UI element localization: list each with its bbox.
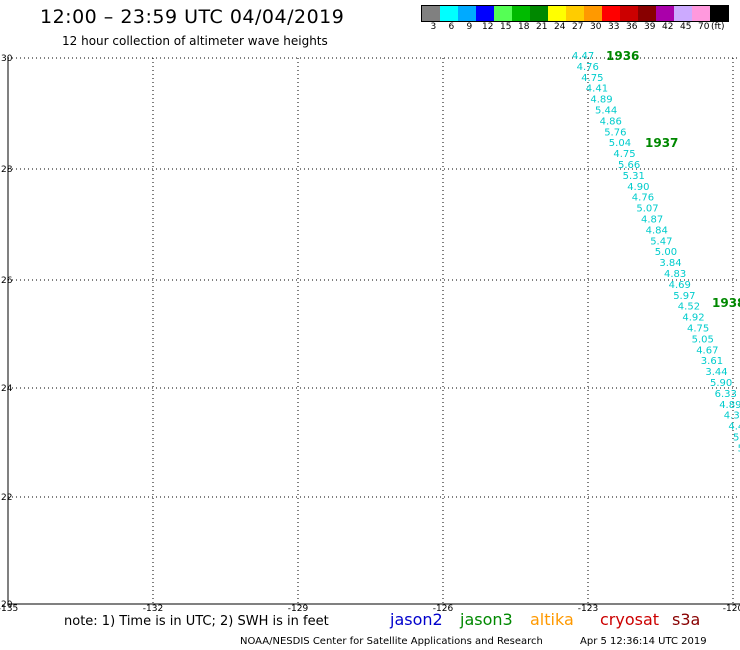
- legend-swatch: [476, 6, 494, 21]
- credit-text: NOAA/NESDIS Center for Satellite Applica…: [240, 636, 543, 647]
- wave-height-label: 4.69: [669, 280, 691, 291]
- legend-swatch: [692, 6, 710, 21]
- wave-height-label: 4.30: [724, 411, 740, 422]
- lat-tick-label: 20: [1, 600, 13, 610]
- legend-label: 45: [680, 22, 692, 32]
- legend-label: 70: [698, 22, 710, 32]
- wave-height-label: 4.75: [581, 73, 603, 84]
- wave-height-label: 5.90: [710, 378, 732, 389]
- legend-swatch: [602, 6, 620, 21]
- color-legend: [421, 5, 729, 22]
- wave-height-label: 4.75: [613, 149, 635, 160]
- lat-tick-label: 24: [1, 384, 13, 394]
- legend-label: 18: [518, 22, 530, 32]
- wave-height-label: 5.20: [733, 433, 740, 444]
- timestamp-text: Apr 5 12:36:14 UTC 2019: [580, 636, 707, 647]
- legend-swatch: [494, 6, 512, 21]
- lon-tick-label: -132: [143, 604, 163, 614]
- wave-height-label: 4.52: [678, 302, 700, 313]
- wave-height-label: 5.00: [655, 247, 677, 258]
- wave-height-label: 6.33: [715, 389, 737, 400]
- lat-tick-label: 26: [1, 276, 13, 286]
- legend-swatch: [656, 6, 674, 21]
- wave-height-label: 5.31: [623, 171, 645, 182]
- legend-label: 39: [644, 22, 656, 32]
- legend-label: 24: [554, 22, 566, 32]
- legend-label: 36: [626, 22, 638, 32]
- wave-height-label: 5.07: [636, 204, 658, 215]
- wave-height-label: 5.05: [692, 334, 714, 345]
- legend-swatch: [584, 6, 602, 21]
- page-subtitle: 12 hour collection of altimeter wave hei…: [62, 34, 328, 48]
- wave-height-label: 3.84: [659, 258, 681, 269]
- lon-tick-label: -126: [433, 604, 454, 614]
- legend-label: 3: [430, 22, 437, 32]
- satellite-label: altika: [530, 610, 574, 629]
- wave-height-label: 4.47: [572, 51, 594, 62]
- lat-tick-label: 22: [1, 493, 12, 503]
- legend-label: 27: [572, 22, 584, 32]
- legend-label: 15: [500, 22, 512, 32]
- legend-swatch: [620, 6, 638, 21]
- legend-swatch: [422, 6, 440, 21]
- legend-label: 33: [608, 22, 620, 32]
- lat-tick-label: 30: [1, 54, 13, 64]
- legend-label: 9: [466, 22, 473, 32]
- wave-height-label: 5.76: [604, 127, 626, 138]
- satellite-label: s3a: [672, 610, 701, 629]
- wave-height-label: 4.89: [590, 95, 612, 106]
- legend-swatch: [440, 6, 458, 21]
- wave-height-label: 3.44: [705, 367, 727, 378]
- lon-tick-label: -129: [288, 604, 309, 614]
- legend-swatch: [512, 6, 530, 21]
- legend-label: 12: [482, 22, 494, 32]
- legend-swatch: [548, 6, 566, 21]
- wave-height-label: 4.75: [687, 324, 709, 335]
- legend-swatch: [530, 6, 548, 21]
- legend-swatch: [638, 6, 656, 21]
- wave-height-label: 5.47: [650, 236, 672, 247]
- wave-height-label: 4.41: [586, 84, 608, 95]
- note-text: note: 1) Time is in UTC; 2) SWH is in fe…: [64, 614, 329, 629]
- pass-label: 1937: [645, 136, 678, 150]
- wave-height-label: 4.86: [600, 116, 622, 127]
- wave-height-label: 4.90: [627, 182, 649, 193]
- color-legend-labels: 3 6 9 12 15 18 21 24 27 30 33 36 39 42 45 70 (ft): [421, 22, 740, 34]
- legend-swatch: [458, 6, 476, 21]
- wave-height-label: 5.04: [609, 138, 631, 149]
- satellite-label: jason3: [460, 610, 513, 629]
- legend-swatch: [566, 6, 584, 21]
- legend-swatch: [674, 6, 692, 21]
- wave-height-label: 4.84: [646, 225, 668, 236]
- wave-height-label: 5.66: [618, 160, 640, 171]
- wave-height-label: 4.89: [719, 400, 740, 411]
- pass-label: 1936: [606, 49, 639, 63]
- satellite-label: cryosat: [600, 610, 660, 629]
- wave-height-label: 4.83: [664, 269, 686, 280]
- wave-height-label: 4.76: [577, 62, 599, 73]
- legend-label: 42: [662, 22, 674, 32]
- satellite-label: jason2: [390, 610, 443, 629]
- page-title: 12:00 – 23:59 UTC 04/04/2019: [40, 6, 345, 28]
- wave-height-label: 3.61: [701, 356, 723, 367]
- lon-tick-label: -120: [723, 604, 740, 614]
- wave-height-label: 4.87: [641, 215, 663, 226]
- legend-label: 6: [448, 22, 455, 32]
- wave-height-label: 5.44: [595, 106, 617, 117]
- legend-label: (ft): [711, 22, 725, 32]
- pass-label: 1938: [712, 296, 740, 310]
- wave-height-label: 4.40: [728, 422, 740, 433]
- wave-height-label: 4.67: [696, 345, 718, 356]
- lon-tick-label: -123: [578, 604, 598, 614]
- wave-height-label: 5.97: [673, 291, 695, 302]
- legend-label: 21: [536, 22, 548, 32]
- wave-height-label: 4.92: [682, 313, 704, 324]
- lat-tick-label: 28: [1, 165, 13, 175]
- legend-swatch: [710, 6, 728, 21]
- legend-label: 30: [590, 22, 602, 32]
- lon-tick-label: -135: [0, 604, 18, 614]
- wave-height-label: 4.76: [632, 193, 654, 204]
- wave-height-label: 5.10: [738, 443, 740, 454]
